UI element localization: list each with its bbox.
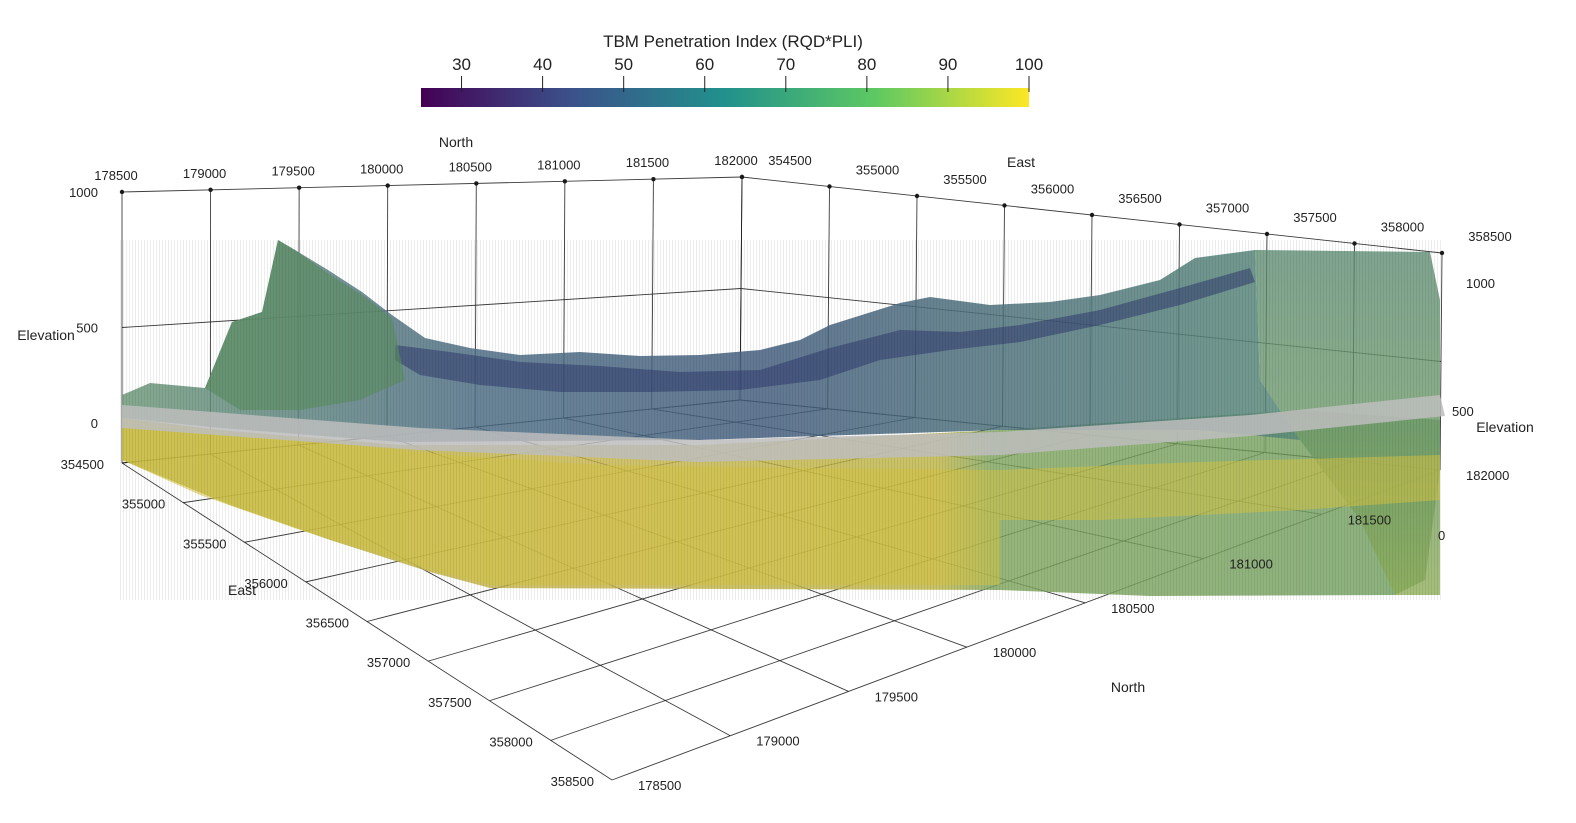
front-east-tick: 358500	[551, 774, 594, 789]
left-elevation-tick: 500	[76, 321, 98, 336]
top-north-tick: 182000	[714, 153, 757, 168]
colorbar-tick-label: 80	[857, 55, 876, 74]
left-elevation-title: Elevation	[17, 327, 75, 343]
top-east-tick: 357500	[1293, 210, 1336, 225]
top-north-tick: 179000	[183, 166, 226, 181]
colorbar-tick-label: 50	[614, 55, 633, 74]
front-east-tick: 354500	[61, 457, 104, 472]
top-east-tick: 356500	[1118, 191, 1161, 206]
front-east-tick: 357500	[428, 695, 471, 710]
front-east-tick: 358000	[489, 734, 532, 749]
top-east-tick: 358000	[1381, 220, 1424, 235]
top-east-tick: 355500	[943, 172, 986, 187]
colorbar-tick-label: 40	[533, 55, 552, 74]
front-east-tick: 356500	[306, 616, 349, 631]
right-elevation-tick: 500	[1452, 404, 1474, 419]
front-north-tick: 179500	[875, 689, 918, 704]
right-elevation-tick: 0	[1438, 528, 1445, 543]
front-north-tick: 180000	[993, 645, 1036, 660]
colorbar-tick-label: 60	[695, 55, 714, 74]
top-east-tick: 354500	[768, 153, 811, 168]
front-east-tick: 357000	[367, 655, 410, 670]
top-east-tick: 358500	[1468, 229, 1511, 244]
front-north-tick: 179000	[756, 734, 799, 749]
colorbar-tick-label: 90	[938, 55, 957, 74]
colorbar-tick-label: 100	[1015, 55, 1043, 74]
left-elevation-tick: 1000	[69, 185, 98, 200]
front-north-tick: 180500	[1111, 601, 1154, 616]
colorbar-tick-label: 30	[452, 55, 471, 74]
color-legend: TBM Penetration Index (RQD*PLI) 30 40 50 60…	[421, 32, 1043, 107]
colorbar-ticks: 30 40 50 60 70 80 90 100	[452, 55, 1043, 92]
right-elevation-tick: 1000	[1466, 276, 1495, 291]
top-east-tick: 357000	[1206, 201, 1249, 216]
colorbar-gradient	[421, 88, 1029, 107]
front-east-tick: 355500	[183, 536, 226, 551]
top-north-tick: 181500	[626, 155, 669, 170]
left-elevation-tick: 0	[91, 416, 98, 431]
top-north-tick: 179500	[271, 164, 314, 179]
front-north-tick: 178500	[638, 778, 681, 793]
front-north-tick: 181000	[1229, 557, 1272, 572]
top-north-tick: 180000	[360, 162, 403, 177]
top-north-tick: 181000	[537, 157, 580, 172]
front-north-tick: 182000	[1466, 468, 1509, 483]
front-north-title: North	[1111, 679, 1145, 695]
front-east-title: East	[228, 582, 256, 598]
top-east-tick: 355000	[856, 163, 899, 178]
right-elevation-title: Elevation	[1476, 419, 1534, 435]
colorbar-tick-label: 70	[776, 55, 795, 74]
top-north-tick: 178500	[94, 168, 137, 183]
top-east-title: East	[1007, 154, 1035, 170]
top-north-title: North	[439, 134, 473, 150]
top-east-tick: 356000	[1031, 182, 1074, 197]
colorbar-title: TBM Penetration Index (RQD*PLI)	[603, 32, 863, 51]
top-north-tick: 180500	[449, 159, 492, 174]
front-north-tick: 181500	[1348, 512, 1391, 527]
front-east-tick: 355000	[122, 497, 165, 512]
